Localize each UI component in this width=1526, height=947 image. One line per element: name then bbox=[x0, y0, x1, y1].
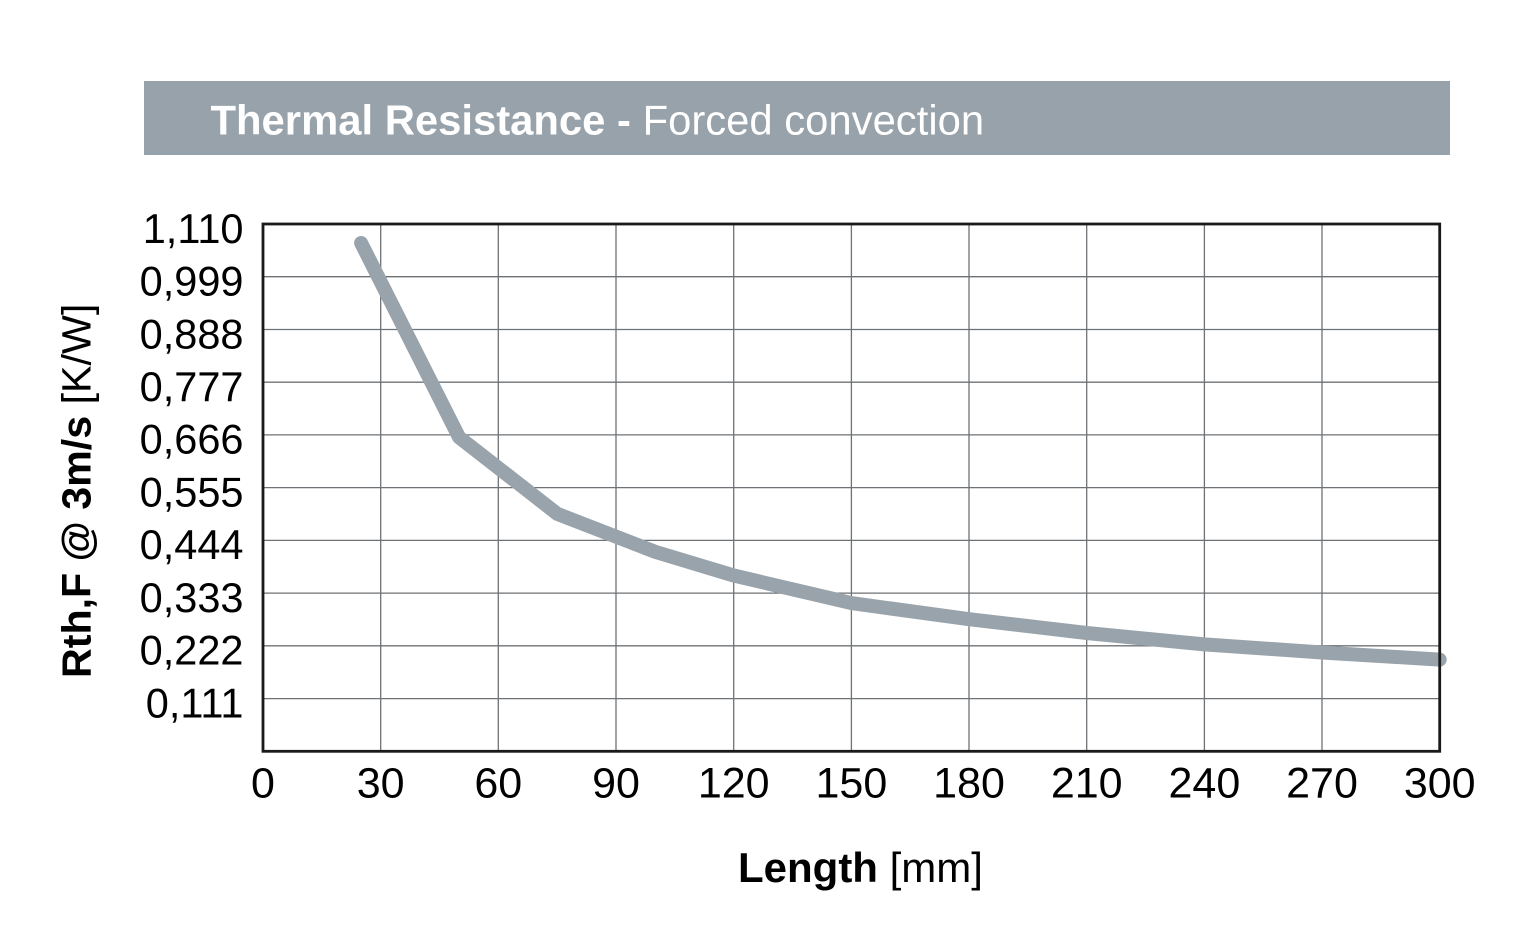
svg-text:0: 0 bbox=[251, 760, 275, 808]
svg-text:270: 270 bbox=[1286, 760, 1358, 808]
svg-text:180: 180 bbox=[933, 760, 1005, 808]
svg-text:Length [mm]: Length [mm] bbox=[738, 844, 983, 891]
svg-text:0,444: 0,444 bbox=[140, 521, 244, 568]
svg-text:0,999: 0,999 bbox=[140, 258, 244, 305]
svg-text:0,777: 0,777 bbox=[140, 363, 244, 410]
svg-text:Rth,F @ 3m/s [K/W]: Rth,F @ 3m/s [K/W] bbox=[54, 304, 100, 678]
svg-text:210: 210 bbox=[1051, 760, 1123, 808]
svg-text:0,666: 0,666 bbox=[140, 416, 244, 463]
svg-text:0,333: 0,333 bbox=[140, 574, 244, 621]
svg-text:0,222: 0,222 bbox=[140, 627, 244, 674]
svg-text:240: 240 bbox=[1169, 760, 1241, 808]
svg-text:90: 90 bbox=[592, 760, 640, 808]
svg-text:Thermal Resistance - Forced co: Thermal Resistance - Forced convection bbox=[211, 96, 985, 143]
svg-text:0,555: 0,555 bbox=[140, 468, 244, 515]
svg-text:120: 120 bbox=[698, 760, 770, 808]
svg-text:1,110: 1,110 bbox=[143, 205, 244, 252]
svg-text:60: 60 bbox=[474, 760, 522, 808]
svg-text:300: 300 bbox=[1404, 760, 1476, 808]
svg-text:0,111: 0,111 bbox=[146, 679, 244, 726]
svg-text:30: 30 bbox=[357, 760, 405, 808]
svg-text:0,888: 0,888 bbox=[140, 310, 244, 357]
svg-text:150: 150 bbox=[816, 760, 888, 808]
